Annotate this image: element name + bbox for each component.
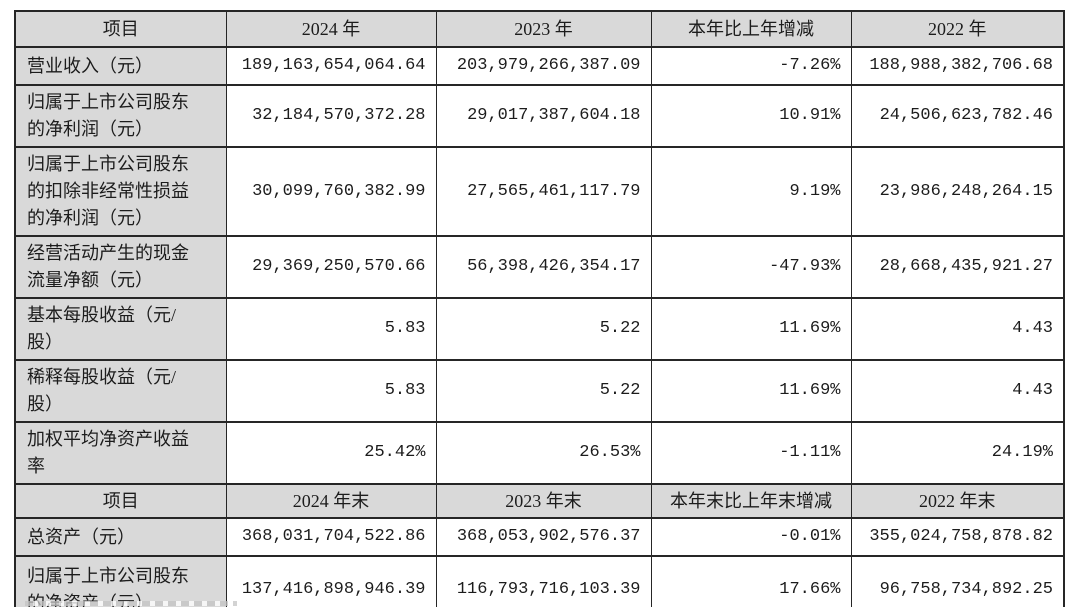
- value-cell: 5.83: [225, 359, 437, 423]
- value-cell: 116,793,716,103.39: [435, 555, 652, 607]
- value-cell: 27,565,461,117.79: [435, 146, 652, 237]
- row-label: 归属于上市公司股东 的净利润（元）: [14, 84, 227, 148]
- value-cell: -47.93%: [650, 235, 852, 299]
- value-cell: 29,017,387,604.18: [435, 84, 652, 148]
- table-row-net-assets: 归属于上市公司股东 的净资产（元） 137,416,898,946.39 116…: [14, 555, 1065, 607]
- cutoff-text-strip: [25, 601, 237, 606]
- value-cell: 5.22: [435, 297, 652, 361]
- value-cell: 355,024,758,878.82: [850, 517, 1065, 557]
- value-cell: 4.43: [850, 297, 1065, 361]
- header-row-year-end: 项目 2024 年末 2023 年末 本年末比上年末增减 2022 年末: [14, 483, 1065, 519]
- table-row-operating-cash-flow: 经营活动产生的现金 流量净额（元） 29,369,250,570.66 56,3…: [14, 235, 1065, 299]
- value-cell: 56,398,426,354.17: [435, 235, 652, 299]
- value-cell: 5.22: [435, 359, 652, 423]
- row-label: 基本每股收益（元/ 股）: [14, 297, 227, 361]
- table-row-diluted-eps: 稀释每股收益（元/ 股） 5.83 5.22 11.69% 4.43: [14, 359, 1065, 423]
- value-cell: -1.11%: [650, 421, 852, 485]
- value-cell: 368,031,704,522.86: [225, 517, 437, 557]
- column-header-2024: 2024 年: [225, 10, 437, 48]
- column-header-2023-end: 2023 年末: [435, 483, 652, 519]
- column-header-2024-end: 2024 年末: [225, 483, 437, 519]
- value-cell: 32,184,570,372.28: [225, 84, 437, 148]
- row-label: 营业收入（元）: [14, 46, 227, 86]
- value-cell: 25.42%: [225, 421, 437, 485]
- value-cell: 5.83: [225, 297, 437, 361]
- column-header-2022: 2022 年: [850, 10, 1065, 48]
- table-row-weighted-avg-roe: 加权平均净资产收益 率 25.42% 26.53% -1.11% 24.19%: [14, 421, 1065, 485]
- value-cell: 203,979,266,387.09: [435, 46, 652, 86]
- value-cell: 137,416,898,946.39: [225, 555, 437, 607]
- financial-summary-table: 项目 2024 年 2023 年 本年比上年增减 2022 年 营业收入（元） …: [14, 10, 1065, 607]
- value-cell: 17.66%: [650, 555, 852, 607]
- table-row-net-profit: 归属于上市公司股东 的净利润（元） 32,184,570,372.28 29,0…: [14, 84, 1065, 148]
- row-label: 归属于上市公司股东 的净资产（元）: [14, 555, 227, 607]
- column-header-item: 项目: [14, 483, 227, 519]
- column-header-item: 项目: [14, 10, 227, 48]
- column-header-2023: 2023 年: [435, 10, 652, 48]
- row-label: 经营活动产生的现金 流量净额（元）: [14, 235, 227, 299]
- value-cell: 9.19%: [650, 146, 852, 237]
- table-row-operating-revenue: 营业收入（元） 189,163,654,064.64 203,979,266,3…: [14, 46, 1065, 86]
- table-row-net-profit-excl-nonrecurring: 归属于上市公司股东 的扣除非经常性损益 的净利润（元） 30,099,760,3…: [14, 146, 1065, 237]
- value-cell: 11.69%: [650, 297, 852, 361]
- value-cell: -0.01%: [650, 517, 852, 557]
- value-cell: 24.19%: [850, 421, 1065, 485]
- value-cell: 26.53%: [435, 421, 652, 485]
- row-label: 归属于上市公司股东 的扣除非经常性损益 的净利润（元）: [14, 146, 227, 237]
- column-header-2022-end: 2022 年末: [850, 483, 1065, 519]
- value-cell: 29,369,250,570.66: [225, 235, 437, 299]
- value-cell: 96,758,734,892.25: [850, 555, 1065, 607]
- table-row-total-assets: 总资产（元） 368,031,704,522.86 368,053,902,57…: [14, 517, 1065, 557]
- row-label: 加权平均净资产收益 率: [14, 421, 227, 485]
- value-cell: 23,986,248,264.15: [850, 146, 1065, 237]
- value-cell: 189,163,654,064.64: [225, 46, 437, 86]
- value-cell: 28,668,435,921.27: [850, 235, 1065, 299]
- header-row-annual: 项目 2024 年 2023 年 本年比上年增减 2022 年: [14, 10, 1065, 48]
- column-header-year-end-change: 本年末比上年末增减: [650, 483, 852, 519]
- value-cell: 24,506,623,782.46: [850, 84, 1065, 148]
- value-cell: 10.91%: [650, 84, 852, 148]
- row-label: 总资产（元）: [14, 517, 227, 557]
- value-cell: 188,988,382,706.68: [850, 46, 1065, 86]
- column-header-yoy-change: 本年比上年增减: [650, 10, 852, 48]
- value-cell: 11.69%: [650, 359, 852, 423]
- value-cell: 4.43: [850, 359, 1065, 423]
- table-row-basic-eps: 基本每股收益（元/ 股） 5.83 5.22 11.69% 4.43: [14, 297, 1065, 361]
- value-cell: -7.26%: [650, 46, 852, 86]
- value-cell: 30,099,760,382.99: [225, 146, 437, 237]
- value-cell: 368,053,902,576.37: [435, 517, 652, 557]
- row-label: 稀释每股收益（元/ 股）: [14, 359, 227, 423]
